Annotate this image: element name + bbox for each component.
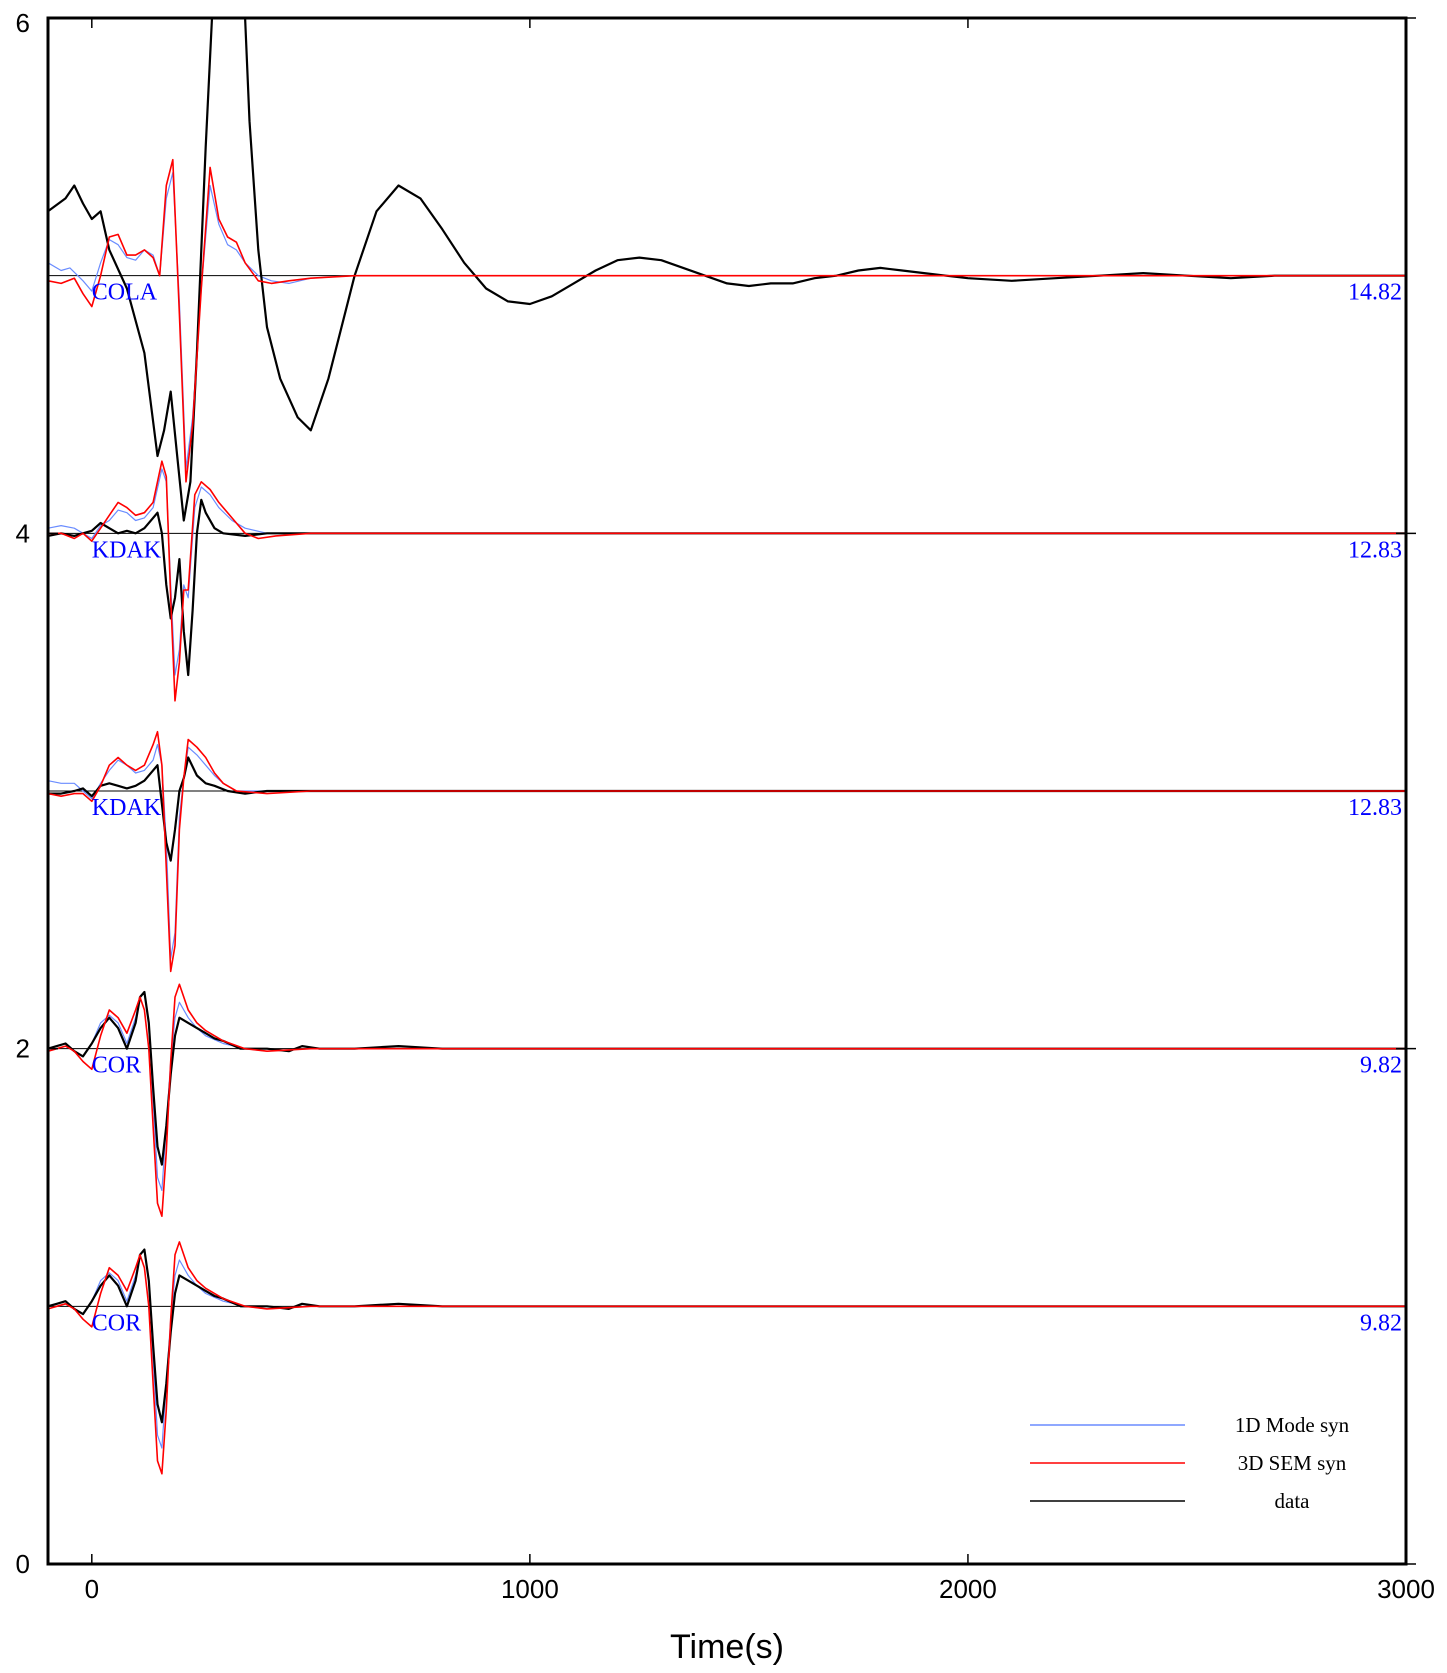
trace-data-cor-3 <box>48 990 1406 1166</box>
distance-label: 12.83 <box>1348 537 1402 563</box>
y-tick-label: 6 <box>16 8 30 38</box>
trace-mode1d-cor-3 <box>48 991 1406 1192</box>
y-tick-label: 0 <box>16 1549 30 1579</box>
trace-data-kdak-1 <box>48 498 1406 677</box>
station-label: COR <box>92 1310 141 1336</box>
distance-label: 9.82 <box>1360 1053 1402 1079</box>
trace-data-kdak-2 <box>48 756 1406 862</box>
distance-label: 14.82 <box>1348 280 1402 306</box>
legend-label-sem3d: 3D SEM syn <box>1238 1451 1347 1475</box>
trace-sem3d-cor-4 <box>48 1241 1406 1475</box>
trace-mode1d-cola-0 <box>48 172 1406 470</box>
station-labels: COLA 14.82 KDAK 12.83 KDAK 12.83 COR 9.82 COR 9.8… <box>92 280 1402 1337</box>
station-label: COLA <box>92 280 158 306</box>
trace-sem3d-cola-0 <box>48 158 1406 483</box>
x-tick-label: 2000 <box>939 1574 997 1604</box>
trace-sem3d-cor-3 <box>48 983 1406 1217</box>
station-label: COR <box>92 1053 141 1079</box>
trace-mode1d-kdak-1 <box>48 468 1406 676</box>
trace-data-cor-4 <box>48 1248 1406 1424</box>
station-label: KDAK <box>92 537 162 563</box>
trace-data-cola-0 <box>48 18 1406 522</box>
x-axis: 0 1000 2000 3000 <box>85 18 1435 1604</box>
station-label: KDAK <box>92 795 162 821</box>
legend: 1D Mode syn 3D SEM syn data <box>1030 1413 1350 1513</box>
y-tick-label: 2 <box>16 1034 30 1064</box>
legend-label-data: data <box>1275 1489 1311 1513</box>
x-tick-label: 0 <box>85 1574 99 1604</box>
distance-label: 9.82 <box>1360 1310 1402 1336</box>
x-axis-title: Time(s) <box>670 1628 784 1666</box>
x-tick-label: 3000 <box>1377 1574 1435 1604</box>
x-tick-label: 1000 <box>501 1574 559 1604</box>
y-tick-label: 4 <box>16 518 30 548</box>
legend-label-mode1d: 1D Mode syn <box>1235 1413 1350 1437</box>
trace-mode1d-cor-4 <box>48 1248 1406 1449</box>
trace-layer <box>48 18 1406 1475</box>
trace-sem3d-kdak-2 <box>48 730 1406 973</box>
trace-sem3d-kdak-1 <box>48 460 1406 702</box>
y-axis: 0 2 4 6 <box>16 8 1416 1579</box>
plot-frame <box>46 16 1408 1566</box>
trace-mode1d-kdak-2 <box>48 743 1406 960</box>
distance-label: 12.83 <box>1348 795 1402 821</box>
